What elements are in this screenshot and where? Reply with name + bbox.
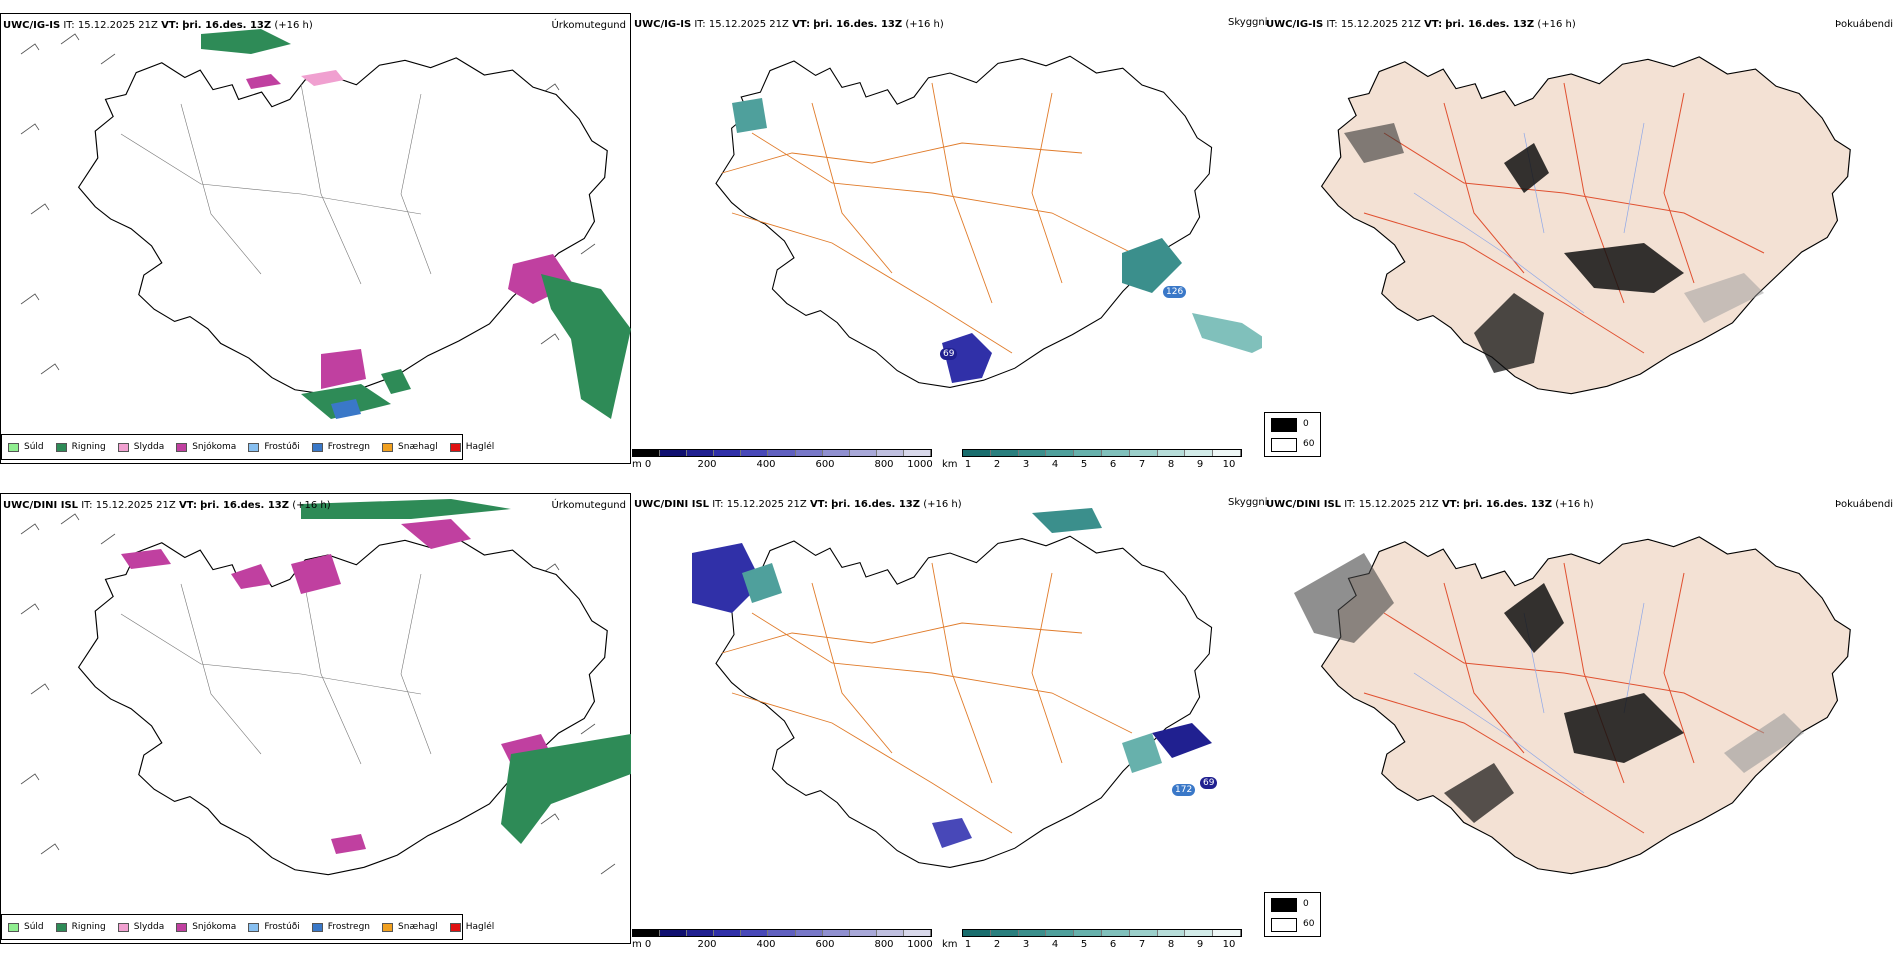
legend-item: Snjókoma [176, 922, 236, 932]
visibility-header-row1: UWC/IG-IS IT: 15.12.2025 21Z VT: þri. 16… [634, 19, 944, 30]
legend-swatch [176, 442, 188, 452]
fog-panel-row2: UWC/DINI ISL IT: 15.12.2025 21Z VT: þri.… [1264, 493, 1894, 958]
ceiling-bar [632, 929, 932, 937]
precip-cell-label: 69 [940, 348, 958, 360]
fog-header-row2: UWC/DINI ISL IT: 15.12.2025 21Z VT: þri.… [1266, 499, 1594, 510]
visibility-map-row1 [715, 55, 1262, 389]
visibility-title-row1: Skyggni [1228, 17, 1268, 28]
legend-item: Haglél [449, 442, 494, 452]
fog-panel-row1: UWC/IG-IS IT: 15.12.2025 21Z VT: þri. 16… [1264, 13, 1894, 478]
precip-header-row2: UWC/DINI ISL IT: 15.12.2025 21Z VT: þri.… [3, 500, 331, 511]
legend-item: Snjókoma [176, 442, 236, 452]
ceiling-bar [632, 449, 932, 457]
legend-item: Snæhagl [382, 922, 438, 932]
fog-legend-row1: 0 60 [1264, 412, 1321, 457]
fog-swatch-white [1271, 918, 1297, 932]
legend-item: Rigning [55, 442, 106, 452]
precip-map-row2 [20, 499, 631, 876]
legend-swatch [248, 922, 260, 932]
legend-item: Frostregn [311, 442, 370, 452]
legend-swatch [117, 922, 129, 932]
legend-swatch [117, 442, 129, 452]
legend-swatch [382, 442, 394, 452]
fog-swatch-black [1271, 418, 1297, 432]
precip-panel-row2: UWC/DINI ISL IT: 15.12.2025 21Z VT: þri.… [0, 493, 631, 944]
legend-item: Snæhagl [382, 442, 438, 452]
precip-header-row1: UWC/IG-IS IT: 15.12.2025 21Z VT: þri. 16… [3, 20, 313, 31]
precip-title-row2: Úrkomutegund [551, 500, 626, 511]
legend-swatch [382, 922, 394, 932]
legend-swatch [8, 922, 19, 932]
legend-item: Súld [8, 922, 44, 932]
visibility-bar [962, 449, 1242, 457]
legend-swatch [449, 922, 461, 932]
precip-title-row1: Úrkomutegund [551, 20, 626, 31]
visibility-panel-row2: UWC/DINI ISL IT: 15.12.2025 21Z VT: þri.… [632, 493, 1268, 958]
legend-item: Frostúði [248, 442, 300, 452]
legend-swatch [311, 922, 323, 932]
precip-cell-label: 69 [1200, 777, 1218, 789]
legend-swatch [8, 442, 19, 452]
precip-legend-row2: Súld Rigning Slydda Snjókoma Frostúði Fr… [1, 914, 494, 940]
ceiling-colorbar-row1: m 0 200 400 600 800 1000 [632, 449, 933, 471]
precip-panel-row1: UWC/IG-IS IT: 15.12.2025 21Z VT: þri. 16… [0, 13, 631, 464]
visibility-panel-row1: UWC/IG-IS IT: 15.12.2025 21Z VT: þri. 16… [632, 13, 1268, 478]
visibility-bar [962, 929, 1242, 937]
legend-item: Frostúði [248, 922, 300, 932]
legend-swatch [311, 442, 323, 452]
legend-swatch [449, 442, 461, 452]
legend-swatch [248, 442, 260, 452]
precip-map-row1 [20, 29, 631, 419]
precip-legend-row1: Súld Rigning Slydda Snjókoma Frostúði Fr… [1, 434, 494, 460]
visibility-title-row2: Skyggni [1228, 497, 1268, 508]
fog-map-row1 [1320, 56, 1851, 395]
legend-item: Slydda [117, 442, 164, 452]
legend-swatch [176, 922, 188, 932]
legend-item: Frostregn [311, 922, 370, 932]
fog-map-row2 [1294, 536, 1851, 875]
fog-swatch-white [1271, 438, 1297, 452]
fog-header-row1: UWC/IG-IS IT: 15.12.2025 21Z VT: þri. 16… [1266, 19, 1576, 30]
visibility-colorbar-row1: km 1 2 3 4 5 6 7 8 9 10 [942, 449, 1242, 471]
precip-cell-label: 126 [1163, 286, 1187, 298]
legend-item: Slydda [117, 922, 164, 932]
ceiling-unit: m [632, 459, 642, 470]
ceiling-unit: m [632, 939, 642, 950]
legend-item: Haglél [449, 922, 494, 932]
fog-swatch-black [1271, 898, 1297, 912]
visibility-map-row2 [692, 508, 1213, 869]
fog-title-row1: Þokuábendi [1835, 19, 1894, 30]
legend-item: Rigning [55, 922, 106, 932]
visibility-unit: km [942, 459, 958, 470]
ceiling-colorbar-row2: m 0 200 400 600 800 1000 [632, 929, 933, 951]
legend-swatch [55, 922, 67, 932]
precip-cell-label: 172 [1172, 784, 1196, 796]
fog-title-row2: Þokuábendi [1835, 499, 1894, 510]
legend-item: Súld [8, 442, 44, 452]
visibility-unit: km [942, 939, 958, 950]
legend-swatch [55, 442, 67, 452]
visibility-colorbar-row2: km 1 2 3 4 5 6 7 8 9 10 [942, 929, 1242, 951]
fog-legend-row2: 0 60 [1264, 892, 1321, 937]
visibility-header-row2: UWC/DINI ISL IT: 15.12.2025 21Z VT: þri.… [634, 499, 962, 510]
